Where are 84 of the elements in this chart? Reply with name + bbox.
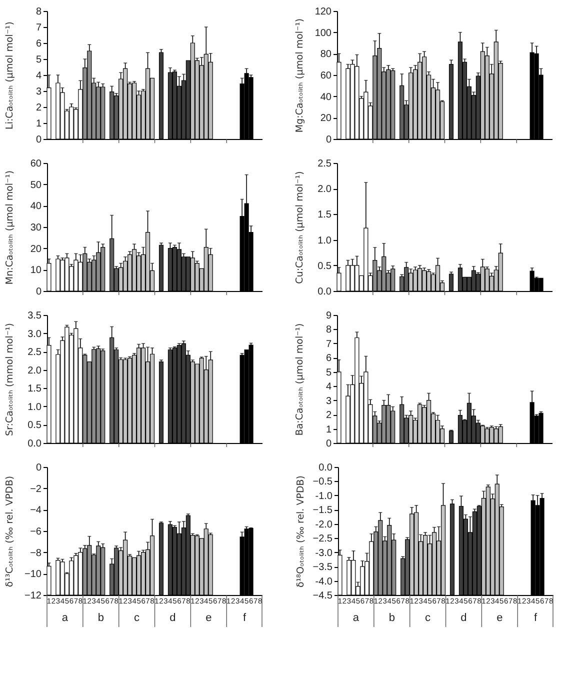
y-tick-label: −4.5 — [312, 590, 333, 602]
y-tick-label: 2 — [326, 410, 332, 422]
text: f — [534, 612, 538, 624]
y-tick-label: 60 — [320, 70, 332, 82]
y-axis-title: Mn:Caₒₜₒₗᵢₜₕ (µmol mol⁻¹) — [4, 170, 16, 285]
y-tick-label: 60 — [30, 158, 42, 170]
y-tick-label: 120 — [314, 6, 332, 18]
y-tick-label: 3 — [36, 86, 42, 98]
y-tick-label: 3.5 — [28, 310, 42, 322]
text: b — [388, 612, 395, 624]
y-axis-title: Ba:Caₒₜₒₗᵢₜₕ (µmol mol⁻¹) — [294, 323, 306, 436]
y-tick-label: 2.5 — [28, 347, 42, 358]
y-tick-label: −6 — [30, 526, 42, 538]
y-tick-label: −4 — [30, 505, 42, 516]
y-axis-title: δ¹⁸Oₒₜₒₗᵢₜₕ (‰ rel. VPDB) — [296, 476, 306, 588]
y-tick-label: −1.5 — [312, 505, 333, 516]
text: d — [170, 612, 176, 624]
text: a — [352, 612, 360, 624]
y-tick-label: 0.5 — [28, 420, 42, 432]
y-tick-label: 10 — [30, 265, 42, 276]
y-tick-label: −3.5 — [312, 562, 333, 574]
y-tick-label: 4 — [36, 70, 42, 82]
y-tick-label: 20 — [320, 113, 332, 124]
y-tick-label: 30 — [30, 222, 42, 234]
y-tick-label: 40 — [320, 92, 332, 103]
y-tick-label: -4.0 — [315, 576, 333, 588]
text: a — [62, 612, 69, 624]
y-tick-label: 2.5 — [318, 158, 332, 170]
y-tick-label: 80 — [320, 49, 332, 60]
y-tick-label: 1.0 — [28, 402, 42, 413]
y-tick-label: 6 — [326, 353, 332, 364]
y-tick-label: 1.0 — [318, 235, 332, 246]
y-axis-title: Li:Caₒₜₒₗᵢₜₕ (µmol mol⁻¹) — [4, 22, 16, 130]
y-tick-label: 0 — [326, 438, 332, 450]
y-axis-title: Sr:Caₒₜₒₗᵢₜₕ (mmol mol⁻¹) — [4, 323, 16, 436]
y-tick-label: −0.5 — [312, 476, 333, 488]
y-tick-label: −2.5 — [312, 534, 333, 545]
y-tick-label: 0.5 — [318, 260, 332, 272]
y-tick-label: 3.0 — [28, 328, 42, 340]
y-tick-label: 0 — [36, 134, 42, 146]
y-tick-label: -2.0 — [315, 519, 333, 530]
y-axis-title: Cu:Caₒₜₒₗᵢₜₕ (µmol mol⁻¹) — [294, 171, 306, 284]
y-tick-label: 5 — [36, 54, 42, 66]
text: c — [425, 612, 432, 624]
text: f — [243, 612, 248, 624]
text: b — [98, 612, 104, 624]
y-tick-label: −2 — [30, 484, 42, 495]
y-tick-label: 1 — [36, 118, 42, 130]
text: e — [496, 612, 503, 624]
y-tick-label: 2 — [36, 102, 42, 114]
y-tick-label: −12 — [24, 590, 42, 602]
y-tick-label: 7 — [326, 338, 332, 350]
y-axis-title: Mg:Caₒₜₒₗᵢₜₕ (µmol mol⁻¹) — [294, 18, 306, 133]
text: e — [206, 612, 212, 624]
y-tick-label: −10 — [24, 569, 42, 580]
y-tick-label: 2.0 — [318, 184, 332, 196]
y-tick-label: 1.5 — [28, 384, 42, 395]
y-tick-label: 0.0 — [28, 438, 42, 450]
y-tick-label: 8 — [36, 6, 42, 18]
y-tick-label: 9 — [326, 310, 332, 322]
y-tick-label: 0 — [326, 134, 332, 146]
y-tick-label: -1.0 — [315, 490, 333, 502]
y-axis-title: δ¹³Cₒₜₒₗᵢₜₕ (‰ rel. VPDB) — [4, 476, 16, 588]
y-tick-label: 7 — [36, 22, 42, 34]
y-tick-label: 0.0 — [318, 462, 333, 474]
text: c — [134, 612, 140, 624]
y-tick-label: 4 — [326, 382, 332, 393]
text: d — [460, 612, 467, 624]
y-tick-label: 8 — [326, 324, 332, 336]
y-tick-label: -3.0 — [315, 548, 333, 559]
y-tick-label: 50 — [30, 180, 42, 191]
y-tick-label: 3 — [326, 396, 332, 407]
y-tick-label: −8 — [30, 548, 42, 559]
y-tick-label: 0 — [36, 286, 42, 298]
y-tick-label: 2.0 — [28, 365, 42, 376]
y-tick-label: 6 — [36, 38, 42, 50]
y-tick-label: 20 — [30, 244, 42, 255]
y-tick-label: 40 — [30, 201, 42, 212]
y-tick-label: 1.5 — [318, 210, 332, 221]
y-tick-label: 5 — [326, 367, 332, 378]
y-tick-label: 1 — [326, 424, 332, 436]
y-tick-label: 0.0 — [318, 286, 332, 298]
y-tick-label: 0 — [36, 462, 42, 474]
y-tick-label: 100 — [314, 28, 332, 39]
